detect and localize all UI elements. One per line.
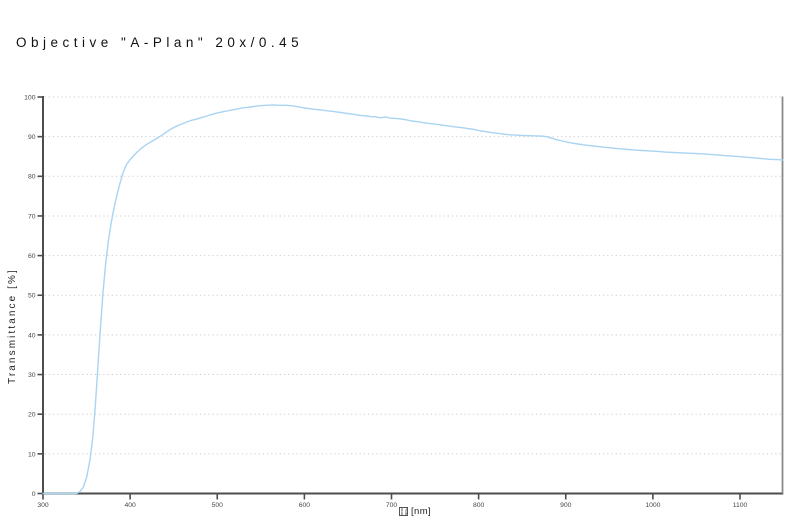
svg-text:500: 500 xyxy=(212,502,224,509)
svg-text:90: 90 xyxy=(28,134,36,141)
svg-text:100: 100 xyxy=(24,94,36,101)
gridlines xyxy=(44,96,782,455)
svg-text:30: 30 xyxy=(28,372,36,379)
svg-text:700: 700 xyxy=(386,502,398,509)
svg-text:1000: 1000 xyxy=(645,502,660,509)
svg-text:300: 300 xyxy=(37,502,49,509)
svg-text:50: 50 xyxy=(28,293,36,300)
svg-text:80: 80 xyxy=(28,174,36,181)
tick-marks xyxy=(37,96,741,500)
svg-text:1100: 1100 xyxy=(733,502,748,509)
tick-labels: 0 10 20 30 40 50 60 70 80 90 100 300 400 500 600 700 800… xyxy=(24,94,747,509)
x-axis-unit: [nm] xyxy=(411,505,432,517)
svg-text:0: 0 xyxy=(32,491,36,498)
svg-text:900: 900 xyxy=(560,502,572,509)
svg-text:600: 600 xyxy=(299,502,311,509)
svg-text:60: 60 xyxy=(28,253,36,260)
svg-text:20: 20 xyxy=(28,412,36,419)
svg-text:70: 70 xyxy=(28,213,36,220)
svg-text:40: 40 xyxy=(28,332,36,339)
svg-text:10: 10 xyxy=(28,451,36,458)
svg-text:400: 400 xyxy=(124,502,136,509)
chart-title: Objective "A-Plan" 20x/0.45 xyxy=(16,35,304,50)
svg-text:800: 800 xyxy=(473,502,485,509)
axes xyxy=(42,96,784,495)
transmittance-curve xyxy=(42,104,784,495)
